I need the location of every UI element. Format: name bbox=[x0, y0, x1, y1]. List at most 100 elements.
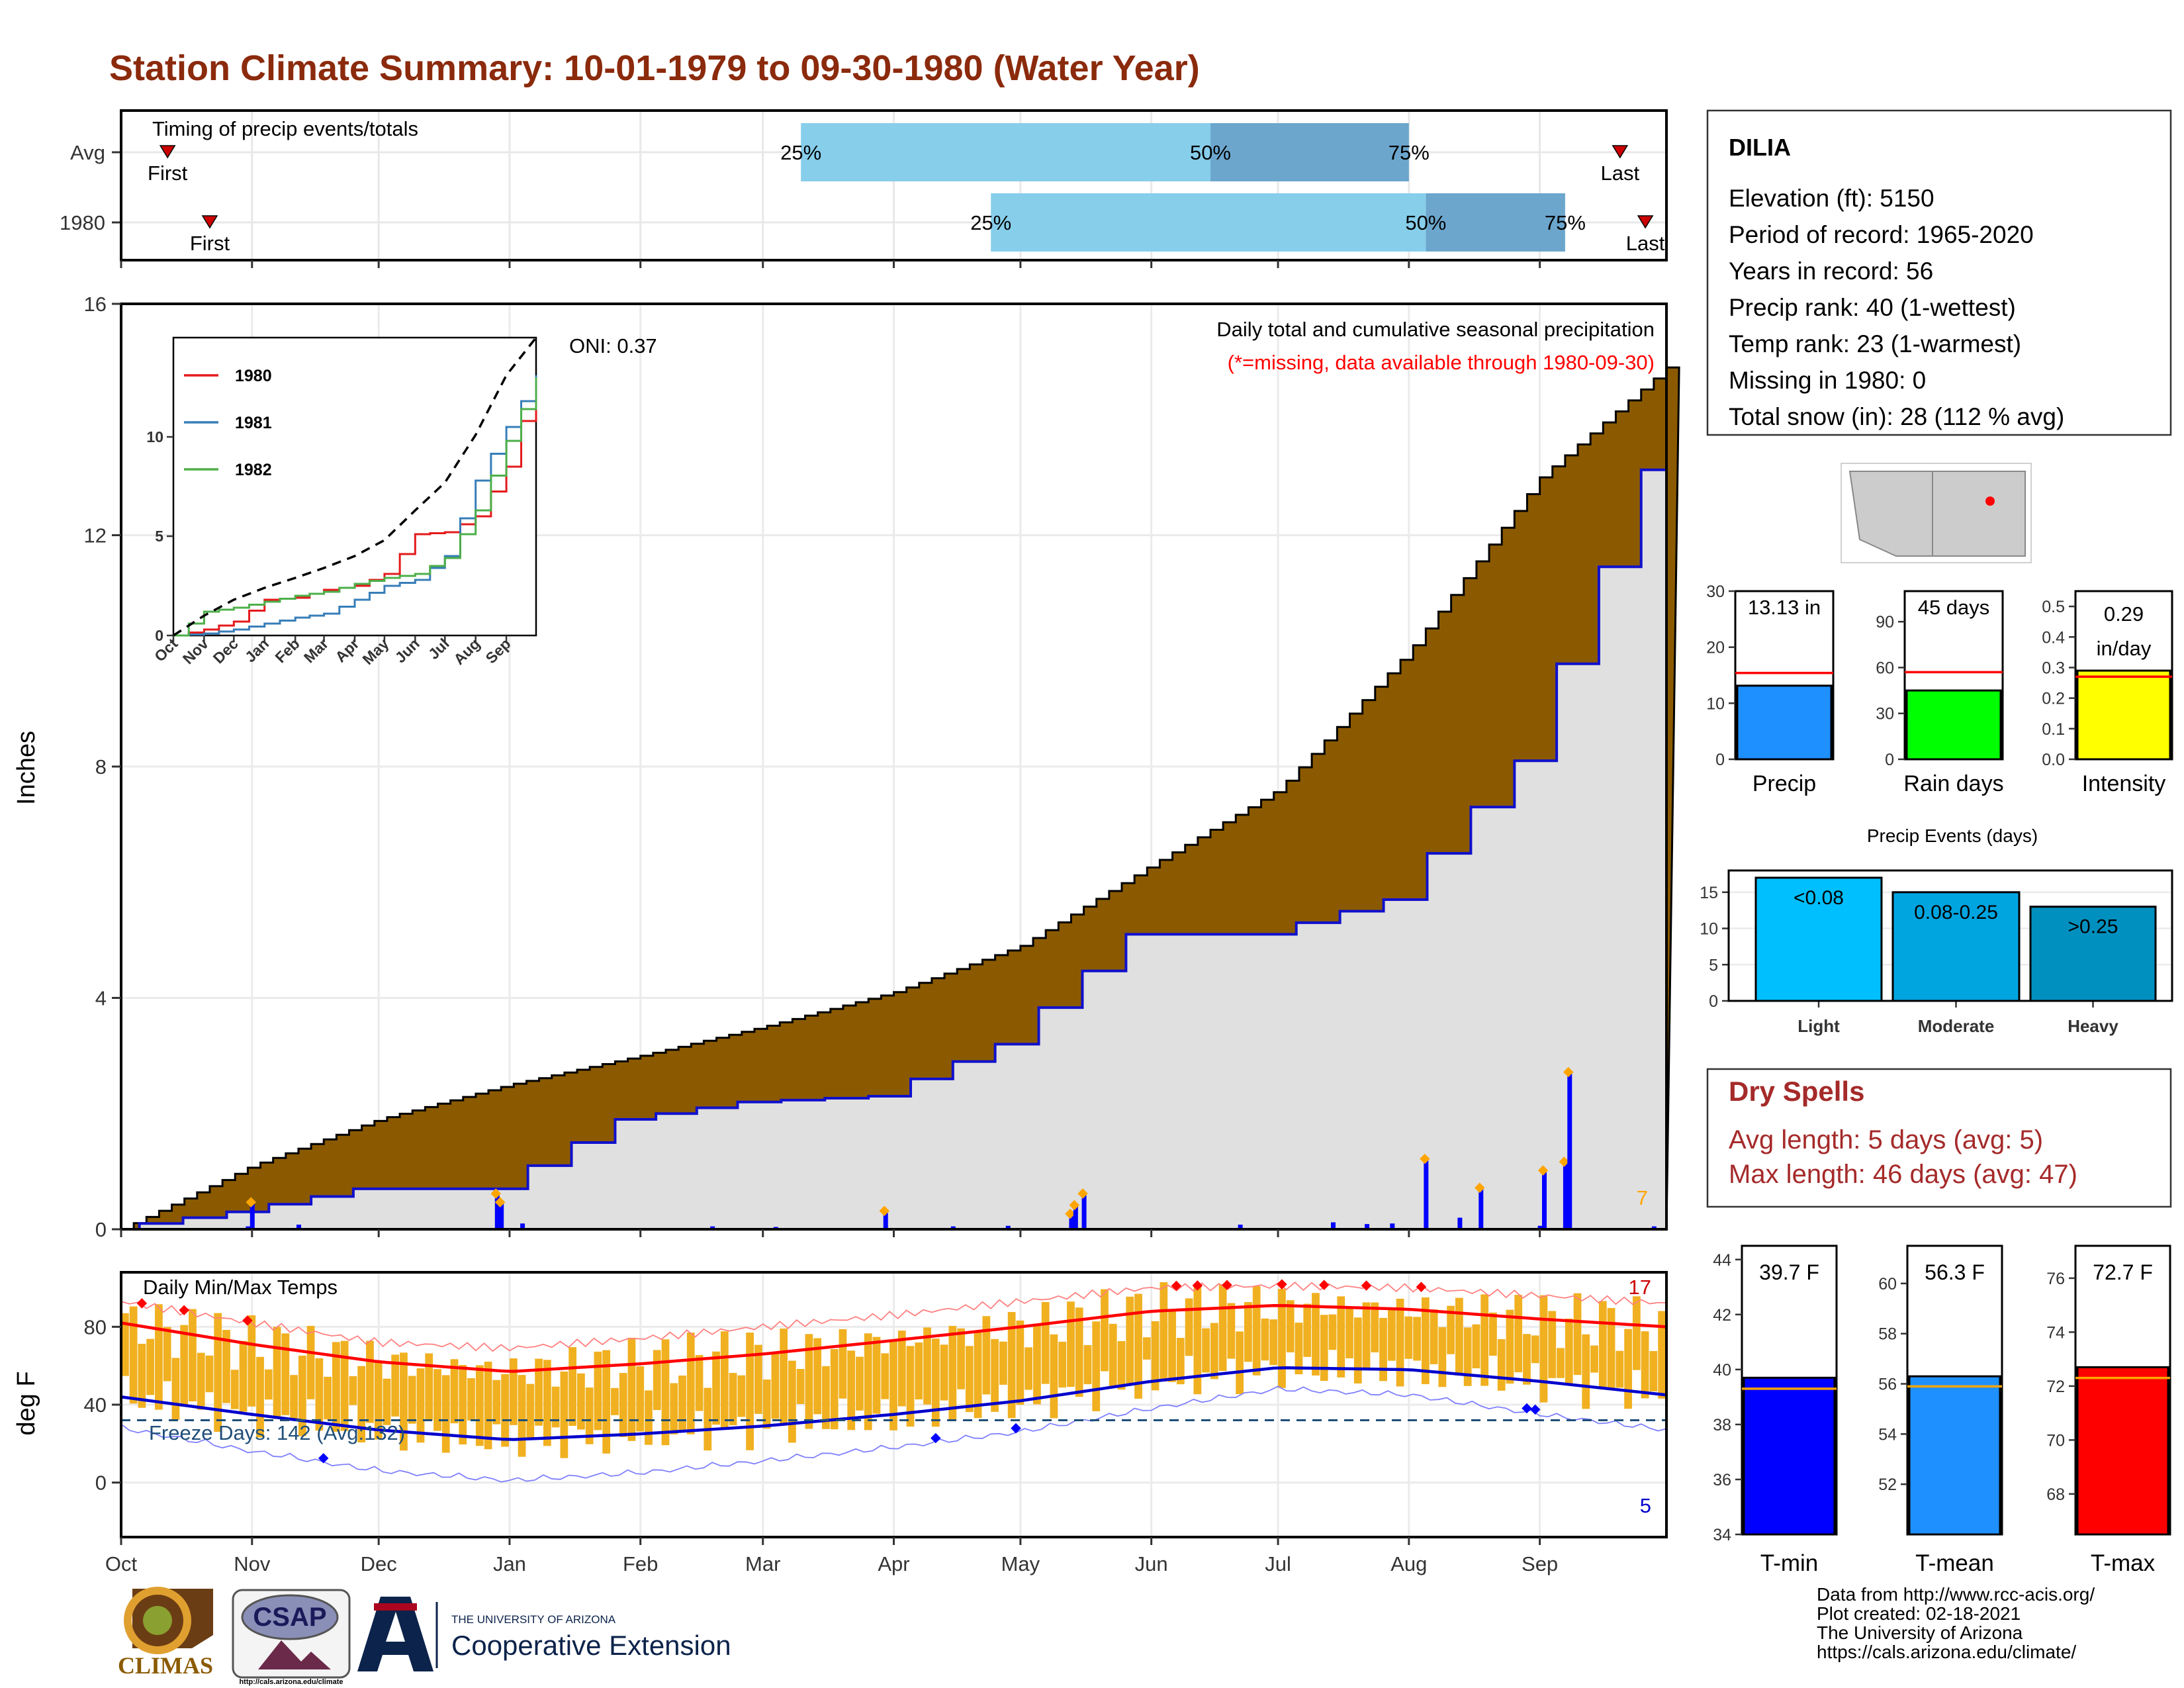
summary-ytick-label: 30 bbox=[1876, 705, 1894, 724]
first-event-marker bbox=[159, 145, 176, 159]
daily-temp-bar bbox=[813, 1338, 822, 1415]
daily-temp-bar bbox=[1421, 1297, 1430, 1384]
daily-temp-bar bbox=[754, 1344, 762, 1414]
precip-ytick-label: 0 bbox=[95, 1218, 107, 1241]
summary-ytick-label: 0.3 bbox=[2042, 659, 2065, 677]
daily-temp-bar bbox=[1202, 1328, 1210, 1373]
station-info-line: Missing in 1980: 0 bbox=[1729, 367, 1926, 394]
summary-ytick-label: 0.4 bbox=[2042, 628, 2065, 647]
extreme-precip-marker bbox=[494, 1197, 506, 1207]
station-info-line: Precip rank: 40 (1-wettest) bbox=[1729, 294, 2016, 321]
daily-precip-bar bbox=[710, 1226, 715, 1229]
daily-temp-bar bbox=[214, 1313, 222, 1432]
daily-temp-bar bbox=[324, 1376, 332, 1420]
events-ytick-label: 15 bbox=[1700, 884, 1718, 902]
extreme-count-label: 7 bbox=[1637, 1186, 1648, 1209]
daily-precip-bar bbox=[1651, 1226, 1657, 1229]
events-ytick-label: 0 bbox=[1709, 992, 1718, 1011]
daily-temp-bar bbox=[940, 1344, 948, 1401]
dry-spells-title: Dry Spells bbox=[1729, 1076, 1864, 1107]
daily-temp-bar bbox=[1295, 1323, 1303, 1375]
daily-temp-bar bbox=[1134, 1293, 1142, 1399]
daily-temp-bar bbox=[1472, 1324, 1480, 1369]
record-high-marker bbox=[1192, 1280, 1203, 1291]
csap-logo-text: CSAP bbox=[253, 1603, 326, 1632]
daily-precip-bar bbox=[296, 1225, 301, 1229]
daily-temp-bar bbox=[1539, 1295, 1548, 1403]
daily-temp-bar bbox=[239, 1340, 248, 1412]
daily-temp-bar bbox=[737, 1375, 746, 1417]
daily-temp-bar bbox=[1413, 1317, 1421, 1361]
daily-temp-bar bbox=[1236, 1331, 1244, 1395]
daily-temp-bar bbox=[391, 1354, 400, 1417]
daily-temp-bar bbox=[661, 1339, 670, 1446]
summary-ytick-label: 20 bbox=[1706, 639, 1725, 657]
daily-temp-bar bbox=[1362, 1302, 1371, 1370]
extreme-precip-marker bbox=[1475, 1182, 1485, 1194]
avg-max-line bbox=[120, 1304, 1667, 1373]
daily-precip-bar bbox=[494, 1194, 500, 1229]
timing-p75-label: 75% bbox=[1545, 211, 1586, 234]
daily-precip-bar bbox=[1567, 1073, 1572, 1229]
month-tick-label: Jan bbox=[493, 1552, 526, 1575]
daily-temp-bar bbox=[1514, 1295, 1523, 1373]
daily-temp-bar bbox=[1641, 1331, 1649, 1399]
timing-p75-label: 75% bbox=[1388, 141, 1430, 164]
month-tick-label: Mar bbox=[745, 1552, 780, 1575]
daily-temp-bar bbox=[780, 1328, 788, 1425]
events-ytick-label: 5 bbox=[1709, 956, 1718, 974]
daily-temp-bar bbox=[746, 1333, 754, 1450]
daily-temp-bar bbox=[298, 1355, 306, 1436]
daily-temp-bar bbox=[459, 1365, 467, 1445]
daily-temp-bar bbox=[965, 1346, 974, 1413]
daily-temp-bar bbox=[1387, 1308, 1396, 1361]
daily-temp-bar bbox=[138, 1343, 146, 1408]
summary-ytick-label: 30 bbox=[1706, 583, 1725, 601]
daily-temp-bar bbox=[1379, 1317, 1387, 1382]
daily-temp-bar bbox=[1050, 1334, 1058, 1419]
month-tick-label: Jul bbox=[1265, 1552, 1291, 1575]
first-event-label: First bbox=[190, 232, 230, 255]
daily-temp-bar bbox=[636, 1366, 645, 1432]
inset-ytick-label: 0 bbox=[155, 627, 163, 644]
timing-row-label: 1980 bbox=[60, 211, 105, 234]
daily-temp-bar bbox=[594, 1351, 602, 1430]
daily-temp-bar bbox=[433, 1369, 441, 1431]
daily-temp-bar bbox=[340, 1340, 349, 1431]
daily-temp-bar bbox=[923, 1327, 931, 1405]
events-ytick-label: 10 bbox=[1700, 920, 1718, 939]
daily-temp-bar bbox=[1396, 1298, 1404, 1387]
daily-temp-bar bbox=[982, 1316, 991, 1395]
clip-mask bbox=[1668, 111, 1707, 261]
daily-precip-bar bbox=[520, 1223, 525, 1229]
summary-bar-label: Rain days bbox=[1903, 771, 2003, 796]
daily-temp-bar bbox=[762, 1379, 771, 1429]
temp-bar-ytick-label: 58 bbox=[1878, 1325, 1897, 1344]
daily-temp-bar bbox=[408, 1376, 416, 1424]
daily-temp-bar bbox=[1033, 1323, 1041, 1405]
dry-spells-max: Max length: 46 days (avg: 47) bbox=[1729, 1160, 2077, 1189]
daily-temp-bar bbox=[847, 1350, 856, 1430]
footer-line: The University of Arizona bbox=[1817, 1622, 2023, 1643]
record-low-marker bbox=[1011, 1423, 1021, 1434]
inset-avg-line bbox=[173, 336, 537, 637]
daily-precip-bar bbox=[883, 1211, 888, 1229]
precip-panel-subtitle: (*=missing, data available through 1980-… bbox=[1228, 351, 1655, 374]
timing-p50-label: 50% bbox=[1405, 211, 1446, 234]
daily-temp-bar bbox=[1101, 1289, 1109, 1372]
daily-temp-bar bbox=[645, 1390, 653, 1445]
summary-bar bbox=[2076, 669, 2171, 761]
daily-temp-bar bbox=[484, 1362, 492, 1450]
daily-temp-bar bbox=[129, 1306, 138, 1404]
temp-bar-ytick-label: 42 bbox=[1713, 1306, 1731, 1325]
daily-temp-bar bbox=[974, 1330, 982, 1419]
daily-temp-bar bbox=[1371, 1302, 1379, 1352]
temp-bar-ytick-label: 38 bbox=[1713, 1416, 1731, 1434]
daily-temp-bar bbox=[374, 1362, 383, 1440]
daily-temp-bar bbox=[543, 1360, 551, 1446]
daily-temp-bar bbox=[501, 1374, 509, 1447]
temp-bar bbox=[1743, 1376, 1836, 1536]
daily-temp-bar bbox=[1168, 1311, 1176, 1382]
daily-temp-bar bbox=[1126, 1296, 1134, 1384]
daily-temp-bar bbox=[518, 1375, 526, 1457]
